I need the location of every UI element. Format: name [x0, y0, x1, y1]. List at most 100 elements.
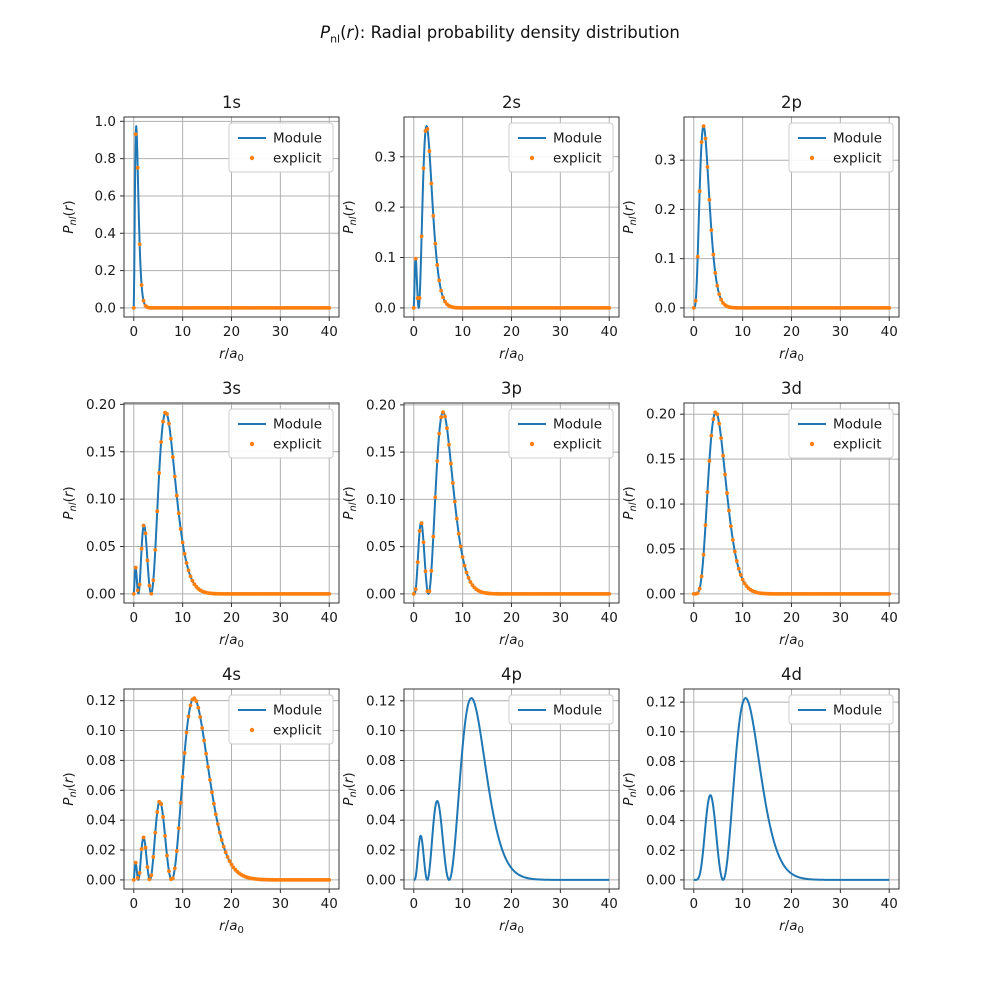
y-tick-label: 0.00	[86, 872, 116, 888]
x-tick-label: 0	[689, 896, 698, 912]
y-tick-label: 0.00	[646, 586, 676, 602]
x-axis-label: r/a0	[779, 918, 804, 936]
tick-marks	[120, 700, 330, 893]
x-tick-label: 10	[454, 896, 471, 912]
x-tick-label: 0	[129, 610, 138, 626]
y-tick-label: 0.04	[86, 813, 116, 829]
plot-1s: 0 10 20 30 40 0.0 0.2 0.4 0.6 0.8 1.0 1s r/a0 Pnl(r) M…	[61, 93, 340, 364]
y-tick-label: 0.4	[95, 226, 116, 242]
tick-marks	[400, 700, 610, 893]
x-axis-label: r/a0	[219, 632, 244, 650]
legend-explicit-dot-swatch	[249, 441, 255, 447]
y-tick-label: 0.08	[646, 754, 676, 770]
x-tick-label: 10	[174, 896, 191, 912]
y-tick-label: 0.00	[86, 586, 116, 602]
y-axis-label: Pnl(r)	[61, 200, 79, 233]
series-module-line	[693, 697, 890, 881]
grid-lines	[684, 689, 899, 889]
subplot-4s: 0 10 20 30 40 0.00 0.02 0.04 0.06 0.08 0.10 0.12 4s r…	[46, 655, 355, 947]
legend-label-module: Module	[833, 703, 882, 719]
legend-label-module: Module	[833, 131, 882, 147]
legend-box	[228, 694, 334, 745]
legend-label-module: Module	[833, 417, 882, 433]
tick-labels: 0 10 20 30 40 0.00 0.02 0.04 0.06 0.08 0.10 0.12	[646, 695, 898, 912]
y-tick-label: 0.10	[366, 723, 396, 739]
x-tick-label: 30	[552, 610, 569, 626]
x-axis-label: r/a0	[219, 918, 244, 936]
subplot-1s: 0 10 20 30 40 0.0 0.2 0.4 0.6 0.8 1.0 1s r/a0 Pnl(r) M…	[46, 83, 355, 375]
plot-2s: 0 10 20 30 40 0.0 0.1 0.2 0.3 2s r/a0 Pnl(r) Module e…	[341, 93, 620, 364]
x-tick-label: 30	[272, 324, 289, 340]
series-explicit-dots	[411, 127, 612, 310]
tick-marks	[400, 404, 610, 607]
subplot-2s: 0 10 20 30 40 0.0 0.1 0.2 0.3 2s r/a0 Pnl(r) Module e…	[326, 83, 635, 375]
subplot-title: 2p	[781, 93, 802, 112]
figure-title-paren-open: (	[340, 23, 347, 42]
x-tick-label: 40	[881, 324, 898, 340]
y-tick-label: 0.10	[86, 723, 116, 739]
tick-marks	[400, 156, 610, 321]
legend: Module explicit	[508, 122, 614, 173]
figure-title-paren-close: )	[353, 23, 360, 42]
y-axis-label: Pnl(r)	[621, 772, 639, 805]
tick-labels: 0 10 20 30 40 0.00 0.05 0.10 0.15 0.20	[366, 397, 618, 626]
tick-labels: 0 10 20 30 40 0.00 0.02 0.04 0.06 0.08 0.10 0.12	[86, 693, 338, 912]
y-tick-label: 0.10	[646, 724, 676, 740]
x-axis-label: r/a0	[499, 632, 524, 650]
x-tick-label: 30	[832, 324, 849, 340]
x-tick-label: 0	[409, 324, 418, 340]
x-tick-label: 40	[601, 324, 618, 340]
x-tick-label: 40	[321, 324, 338, 340]
x-tick-label: 10	[174, 324, 191, 340]
y-tick-label: 0.0	[95, 300, 116, 316]
subplot-title: 4s	[222, 665, 241, 684]
x-tick-label: 20	[223, 324, 240, 340]
plot-3d: 0 10 20 30 40 0.00 0.05 0.10 0.15 0.20 3d r/a0 Pnl(r…	[621, 379, 900, 650]
y-tick-label: 0.1	[655, 251, 676, 267]
y-tick-label: 0.12	[366, 693, 396, 709]
series-explicit-dots	[131, 132, 332, 310]
legend-box	[788, 408, 894, 459]
figure-title-text: : Radial probability density distributio…	[359, 23, 680, 42]
tick-marks	[120, 120, 330, 321]
legend-label-module: Module	[553, 131, 602, 147]
y-tick-label: 0.8	[95, 151, 116, 167]
x-tick-label: 10	[454, 324, 471, 340]
legend-box	[228, 122, 334, 173]
y-axis-label: Pnl(r)	[341, 200, 359, 233]
subplot-2p: 0 10 20 30 40 0.0 0.1 0.2 0.3 2p r/a0 Pnl(r) Module e…	[606, 83, 915, 375]
x-tick-label: 40	[881, 610, 898, 626]
subplot-title: 1s	[222, 93, 241, 112]
plot-4d: 0 10 20 30 40 0.00 0.02 0.04 0.06 0.08 0.10 0.12 4d r…	[621, 665, 900, 936]
legend: Module explicit	[508, 408, 614, 459]
y-tick-label: 0.10	[646, 497, 676, 513]
y-tick-label: 0.02	[86, 843, 116, 859]
y-tick-label: 0.05	[366, 539, 396, 555]
x-tick-label: 20	[503, 324, 520, 340]
legend-label-module: Module	[553, 703, 602, 719]
subplot-4p: 0 10 20 30 40 0.00 0.02 0.04 0.06 0.08 0.10 0.12 4p r…	[326, 655, 635, 947]
legend-label-module: Module	[273, 703, 322, 719]
y-tick-label: 0.20	[646, 407, 676, 423]
y-tick-label: 0.05	[646, 541, 676, 557]
y-tick-label: 0.10	[366, 492, 396, 508]
tick-labels: 0 10 20 30 40 0.0 0.1 0.2 0.3	[655, 153, 898, 340]
subplot-3p: 0 10 20 30 40 0.00 0.05 0.10 0.15 0.20 3p r/a0 Pnl(r…	[326, 369, 635, 661]
x-tick-label: 30	[272, 610, 289, 626]
tick-marks	[680, 159, 890, 321]
y-tick-label: 0.3	[655, 153, 676, 169]
legend: Module explicit	[228, 408, 334, 459]
x-tick-label: 10	[734, 610, 751, 626]
y-tick-label: 0.04	[366, 813, 396, 829]
x-tick-label: 20	[783, 610, 800, 626]
x-axis-label: r/a0	[779, 632, 804, 650]
subplot-3d: 0 10 20 30 40 0.00 0.05 0.10 0.15 0.20 3d r/a0 Pnl(r…	[606, 369, 915, 661]
x-tick-label: 0	[409, 896, 418, 912]
tick-labels: 0 10 20 30 40 0.00 0.05 0.10 0.15 0.20	[646, 407, 898, 626]
plot-3s: 0 10 20 30 40 0.00 0.05 0.10 0.15 0.20 3s r/a0 Pnl(r…	[61, 379, 340, 650]
series-explicit-dots	[691, 124, 892, 310]
x-tick-label: 20	[783, 896, 800, 912]
tick-labels: 0 10 20 30 40 0.0 0.2 0.4 0.6 0.8 1.0	[95, 114, 338, 340]
legend-explicit-dot-swatch	[529, 155, 535, 161]
